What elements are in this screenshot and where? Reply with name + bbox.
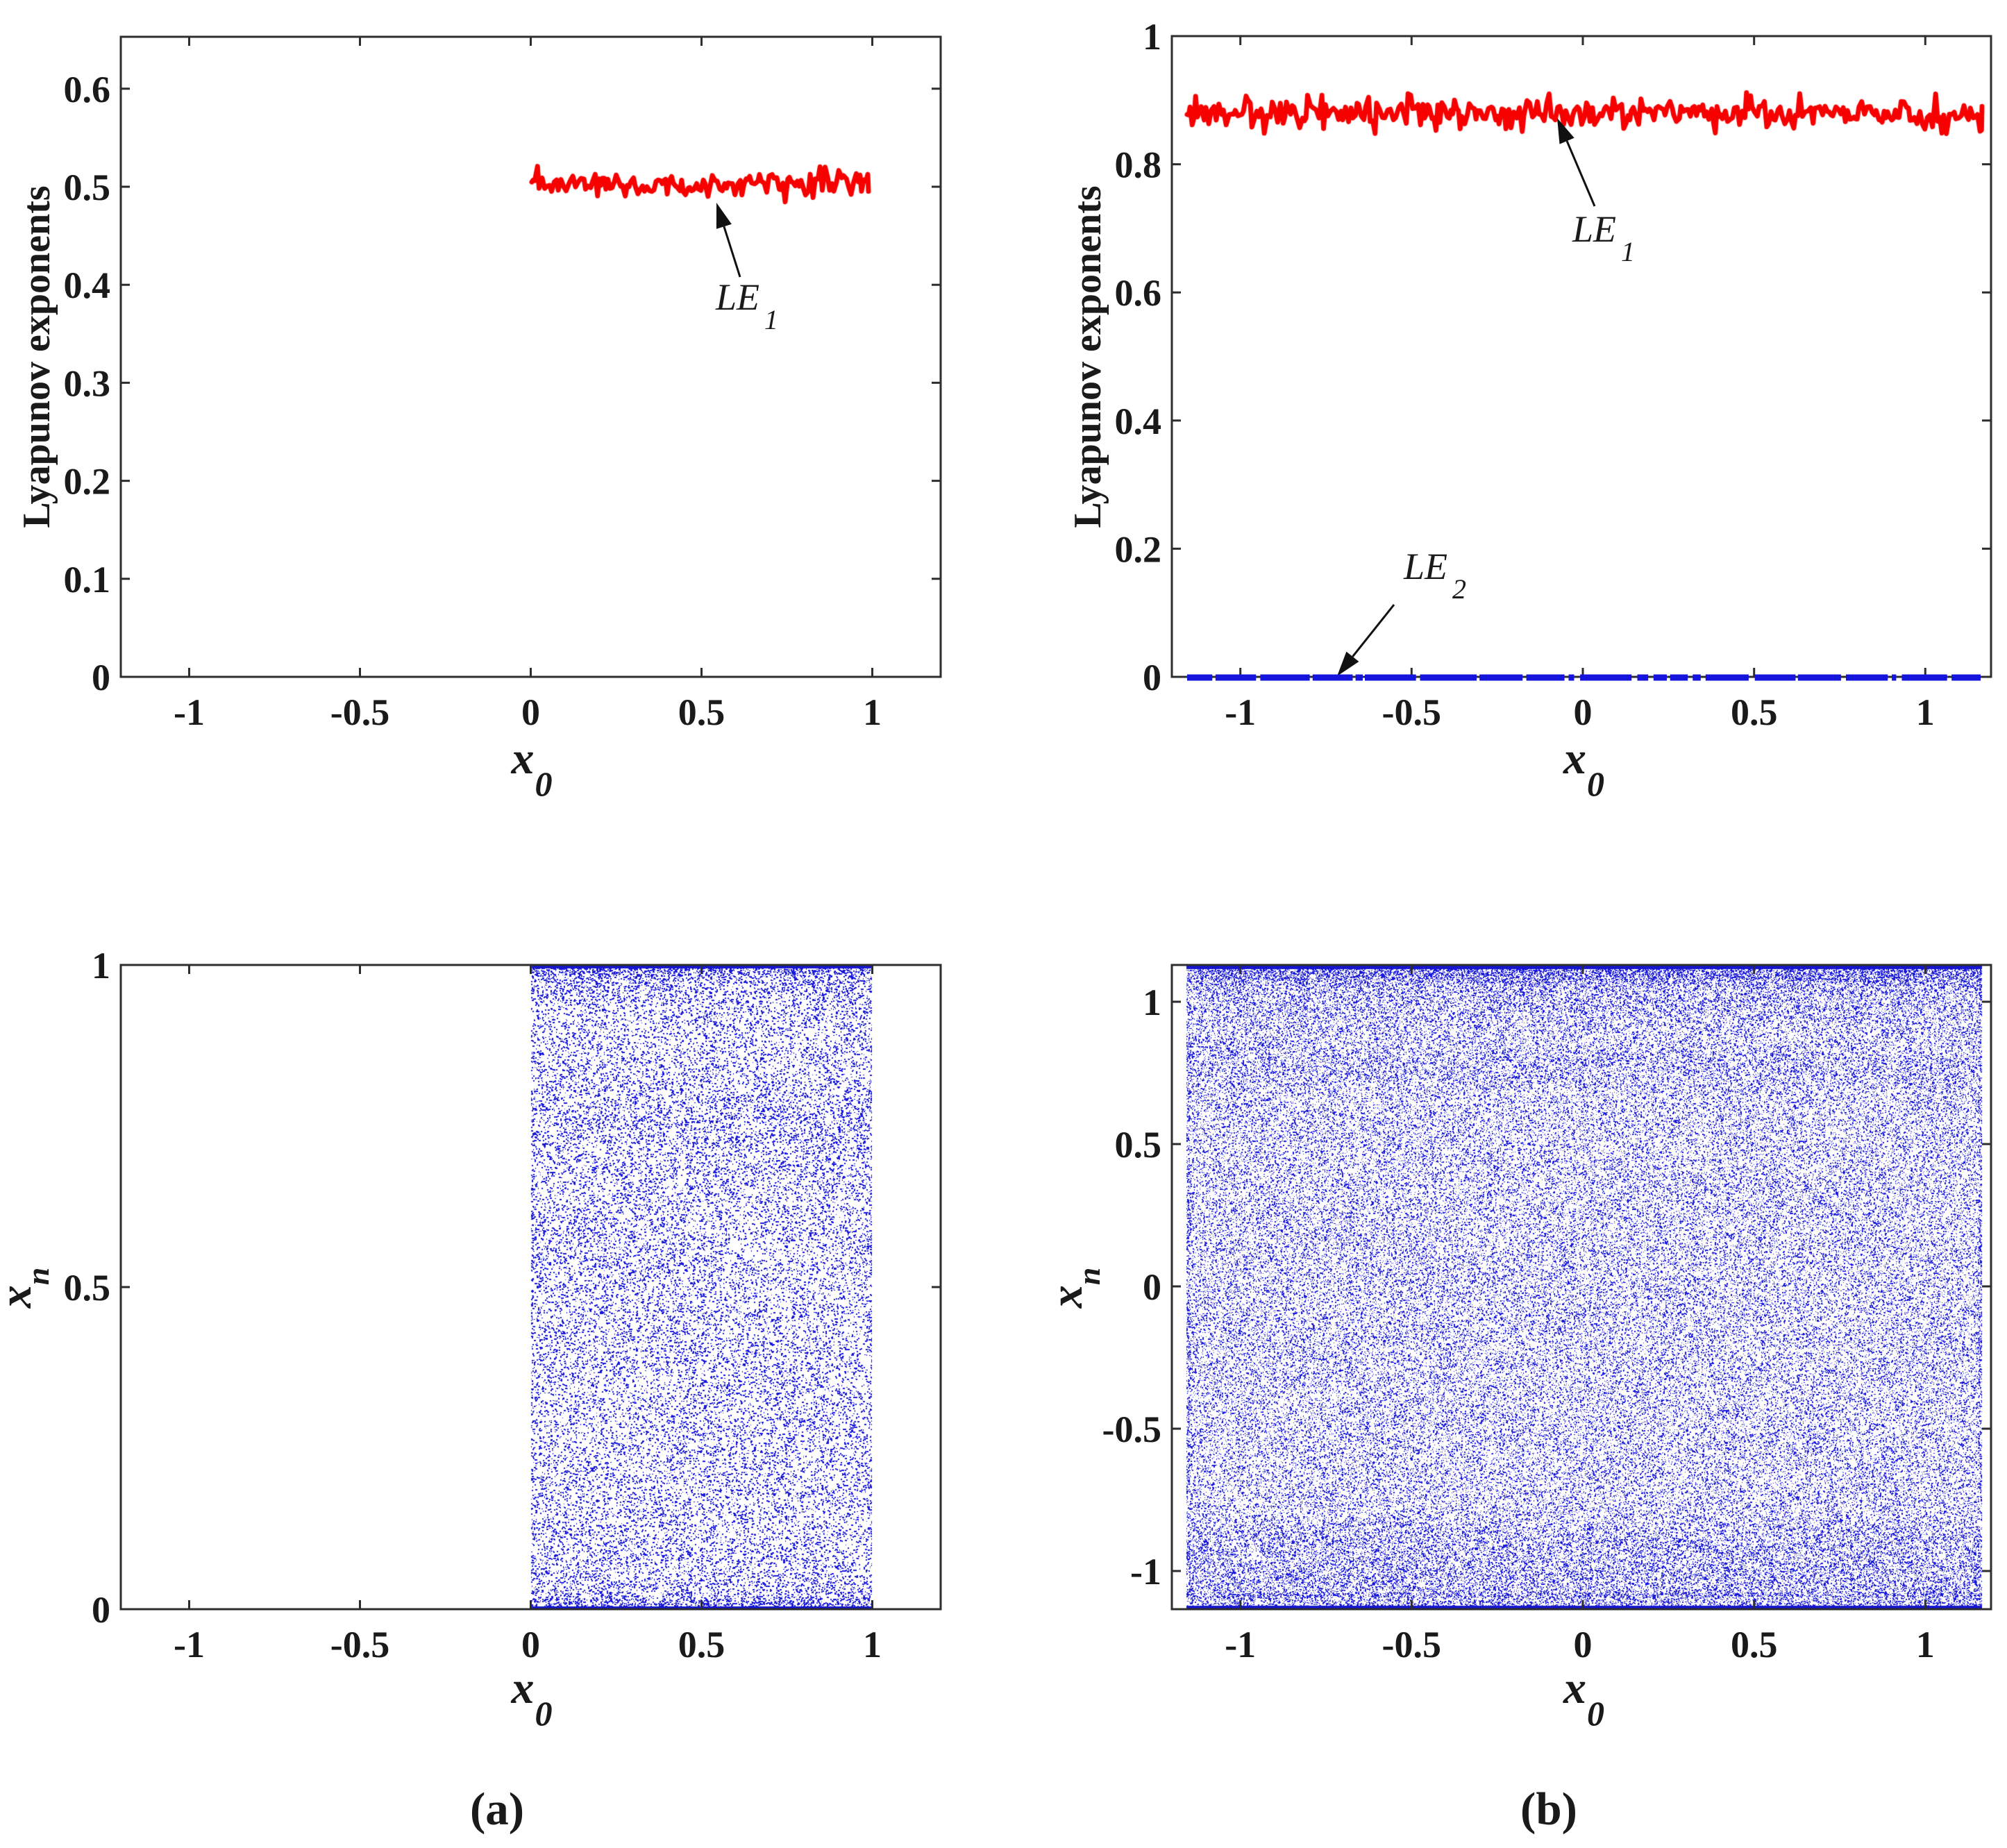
svg-text:-1: -1 xyxy=(1225,1624,1256,1665)
svg-text:0: 0 xyxy=(92,1589,110,1631)
svg-text:-1: -1 xyxy=(174,691,205,733)
svg-text:0.2: 0.2 xyxy=(64,461,111,503)
svg-text:xn: xn xyxy=(0,1268,56,1309)
svg-text:0: 0 xyxy=(1143,657,1161,698)
svg-text:0.6: 0.6 xyxy=(1115,272,1162,314)
svg-text:(a): (a) xyxy=(470,1783,524,1835)
svg-text:1: 1 xyxy=(863,691,882,733)
svg-text:0.5: 0.5 xyxy=(678,1624,725,1665)
svg-text:-0.5: -0.5 xyxy=(1102,1409,1161,1450)
svg-text:xn: xn xyxy=(1041,1268,1107,1309)
svg-text:x: x xyxy=(1563,1663,1586,1713)
svg-text:0: 0 xyxy=(521,1624,540,1665)
svg-text:0.5: 0.5 xyxy=(64,167,111,208)
svg-text:0.5: 0.5 xyxy=(64,1267,111,1309)
svg-text:1: 1 xyxy=(1143,16,1161,58)
svg-text:-1: -1 xyxy=(174,1624,205,1665)
svg-text:-0.5: -0.5 xyxy=(1382,1624,1441,1665)
svg-text:2: 2 xyxy=(1452,573,1466,605)
svg-text:-1: -1 xyxy=(1130,1551,1161,1593)
svg-text:0.4: 0.4 xyxy=(1115,401,1162,442)
svg-text:0: 0 xyxy=(1143,1266,1161,1308)
svg-text:0.3: 0.3 xyxy=(64,362,111,404)
svg-text:-1: -1 xyxy=(1225,691,1256,733)
svg-text:0.5: 0.5 xyxy=(678,691,725,733)
svg-text:0: 0 xyxy=(1587,1694,1604,1733)
svg-text:0: 0 xyxy=(1587,764,1604,803)
svg-text:0: 0 xyxy=(1574,691,1593,733)
svg-text:-0.5: -0.5 xyxy=(330,1624,389,1665)
svg-text:0: 0 xyxy=(1574,1624,1593,1665)
svg-text:1: 1 xyxy=(764,304,778,335)
svg-text:1: 1 xyxy=(1916,691,1935,733)
svg-text:0.5: 0.5 xyxy=(1731,691,1778,733)
svg-text:1: 1 xyxy=(1143,982,1161,1023)
svg-text:LE: LE xyxy=(715,276,759,318)
svg-text:0.5: 0.5 xyxy=(1115,1124,1162,1166)
svg-text:0.6: 0.6 xyxy=(64,69,111,110)
svg-text:Lyapunov exponents: Lyapunov exponents xyxy=(1066,185,1109,528)
svg-text:1: 1 xyxy=(1916,1624,1935,1665)
svg-text:0: 0 xyxy=(92,657,110,698)
svg-text:0: 0 xyxy=(535,764,553,803)
svg-text:x: x xyxy=(1563,733,1586,784)
svg-text:x: x xyxy=(511,733,535,784)
svg-text:1: 1 xyxy=(863,1624,882,1665)
svg-text:0: 0 xyxy=(535,1694,553,1733)
svg-text:1: 1 xyxy=(92,945,110,986)
svg-text:(b): (b) xyxy=(1520,1783,1577,1835)
svg-text:1: 1 xyxy=(1621,236,1635,267)
svg-text:Lyapunov exponents: Lyapunov exponents xyxy=(15,185,58,528)
svg-text:x: x xyxy=(511,1663,535,1713)
svg-text:LE: LE xyxy=(1403,546,1447,587)
svg-text:0: 0 xyxy=(521,691,540,733)
svg-text:0.8: 0.8 xyxy=(1115,144,1162,186)
svg-text:LE: LE xyxy=(1572,208,1616,250)
svg-text:-0.5: -0.5 xyxy=(1382,691,1441,733)
svg-text:0.4: 0.4 xyxy=(64,264,111,306)
svg-text:0.5: 0.5 xyxy=(1731,1624,1778,1665)
svg-text:0.1: 0.1 xyxy=(64,559,111,600)
svg-text:0.2: 0.2 xyxy=(1115,528,1162,570)
svg-text:-0.5: -0.5 xyxy=(330,691,389,733)
